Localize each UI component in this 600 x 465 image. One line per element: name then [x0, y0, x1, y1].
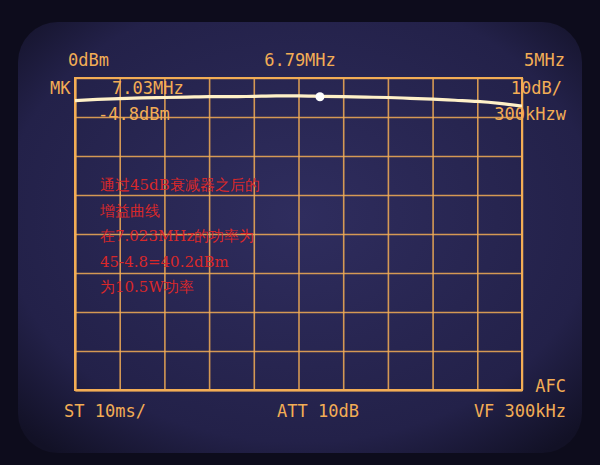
readout-marker-freq: 7.03MHz	[112, 78, 184, 98]
annotation-line: 在7.023MHz的功率为	[100, 227, 254, 245]
grid-tick	[75, 156, 522, 157]
readout-afc: AFC	[535, 376, 566, 396]
readouts: 0dBm 6.79MHz 5MHz MK 7.03MHz 10dB/ -4.8dBm 300k…	[50, 50, 567, 421]
marker-dot	[315, 92, 324, 101]
readout-scale-label: 10dB/	[511, 78, 562, 98]
bezel	[0, 0, 600, 465]
annotation-line: 增益曲线	[99, 202, 160, 220]
screen	[18, 22, 582, 453]
readout-sweep: ST 10ms/	[64, 401, 146, 421]
chart: 通过45dB衰减器之后的增益曲线在7.023MHz的功率为 45-4.8=40.2…	[0, 0, 600, 465]
grid-tick	[75, 273, 522, 274]
grid-tick	[75, 351, 522, 352]
grid-line	[75, 156, 522, 158]
readout-attenuation: ATT 10dB	[277, 401, 359, 421]
grid-line	[75, 351, 522, 353]
x-axis	[76, 78, 523, 391]
annotation-line: 通过45dB衰减器之后的	[100, 176, 260, 194]
y-axis	[75, 79, 522, 391]
readout-center: 6.79MHz	[264, 50, 336, 70]
annotation-line: 45-4.8=40.2dBm	[100, 253, 229, 271]
annotation: 通过45dB衰减器之后的增益曲线在7.023MHz的功率为 45-4.8=40.2…	[99, 176, 260, 296]
annotation-line: 为10.5W功率	[100, 278, 194, 296]
grid-line	[75, 312, 522, 314]
grid-line	[75, 195, 522, 197]
readout-span: 5MHz	[524, 50, 565, 70]
readout-marker-label: MK	[50, 78, 71, 98]
grid-tick	[75, 195, 522, 196]
readout-marker-level: -4.8dBm	[98, 104, 170, 124]
readout-video-filter: VF 300kHz	[474, 401, 566, 421]
readout-rbw: 300kHzw	[494, 104, 566, 124]
plot-frame	[75, 78, 522, 390]
grid-tick	[75, 312, 522, 313]
grid-line	[75, 273, 522, 275]
readout-ref-level: 0dBm	[68, 50, 109, 70]
